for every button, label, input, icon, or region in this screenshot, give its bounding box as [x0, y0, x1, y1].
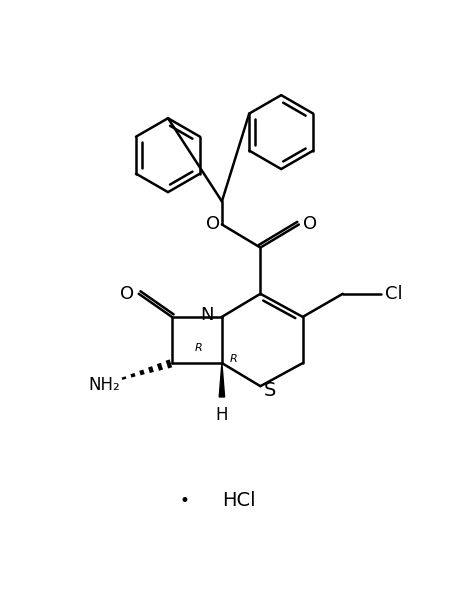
Text: R: R	[195, 343, 202, 352]
Text: H: H	[216, 406, 228, 424]
Text: NH₂: NH₂	[88, 376, 120, 394]
Text: O: O	[303, 216, 317, 234]
Polygon shape	[219, 363, 225, 397]
Text: Cl: Cl	[385, 285, 402, 303]
Text: O: O	[206, 216, 220, 234]
Text: •: •	[180, 492, 190, 510]
Text: S: S	[264, 381, 276, 400]
Text: R: R	[230, 354, 237, 364]
Text: HCl: HCl	[222, 492, 256, 511]
Text: N: N	[201, 306, 214, 324]
Text: O: O	[120, 285, 134, 303]
